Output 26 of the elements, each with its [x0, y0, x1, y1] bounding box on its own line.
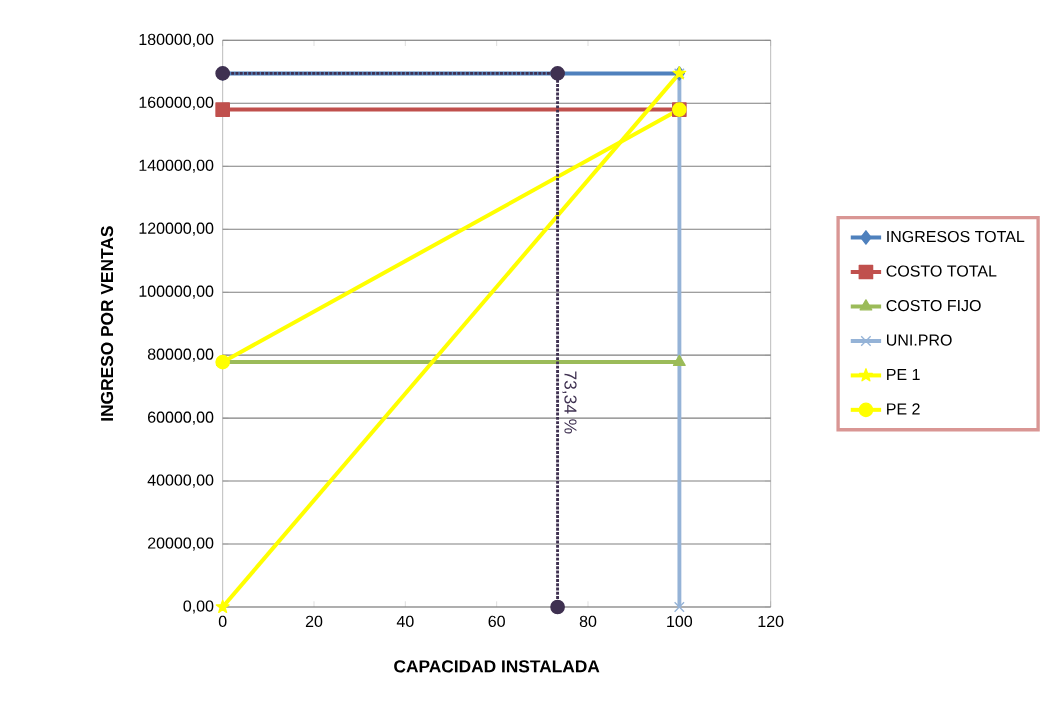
- y-tick-label: 40000,00: [147, 474, 214, 488]
- y-tick-label: 140000,00: [139, 159, 214, 173]
- x-tick-label: 120: [758, 615, 784, 628]
- x-tick-label: 40: [396, 615, 414, 628]
- y-tick-label: 0,00: [183, 600, 214, 614]
- y-tick-label: 100000,00: [139, 285, 214, 299]
- legend-label: COSTO FIJO: [886, 299, 981, 312]
- y-tick-label: 20000,00: [148, 537, 214, 551]
- x-tick-label: 20: [305, 615, 323, 628]
- y-axis-title: INGRESO POR VENTAS: [100, 226, 114, 421]
- x-tick-label: 0: [218, 615, 227, 628]
- legend-label: COSTO TOTAL: [886, 265, 997, 277]
- x-tick-label: 60: [488, 615, 505, 628]
- x-tick-label: 80: [579, 615, 597, 628]
- annotation: 73,34 %: [562, 371, 577, 434]
- legend-label: PE 1: [887, 368, 920, 380]
- x-tick-label: 100: [667, 615, 693, 628]
- legend-label: PE 2: [887, 403, 920, 415]
- legend-label: UNI.PRO: [887, 334, 952, 346]
- legend-label: INGRESOS TOTAL: [887, 230, 1025, 243]
- x-axis-title: CAPACIDAD INSTALADA: [394, 660, 600, 673]
- y-tick-label: 80000,00: [147, 348, 214, 362]
- y-tick-label: 160000,00: [139, 96, 214, 110]
- y-tick-label: 60000,00: [148, 411, 214, 425]
- y-tick-label: 180000,00: [139, 33, 214, 47]
- y-tick-label: 120000,00: [139, 222, 214, 236]
